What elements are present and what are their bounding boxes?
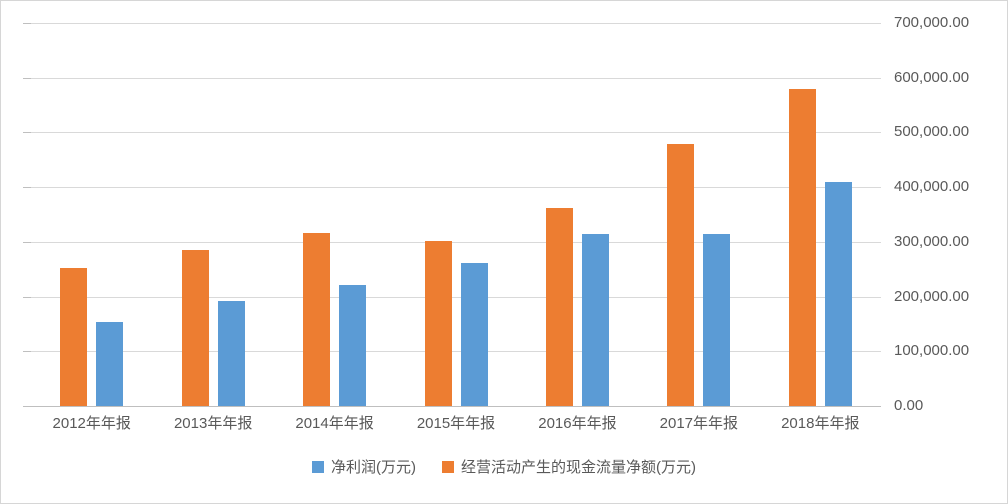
bar-净利润(万元) <box>339 285 367 406</box>
x-axis-category-label: 2013年年报 <box>173 415 253 432</box>
y-axis-tick <box>23 132 31 134</box>
y-axis-tick-label: 400,000.00 <box>894 178 970 196</box>
bar-经营活动产生的现金流量净额(万元) <box>181 250 209 406</box>
x-axis-category-label: 2014年年报 <box>295 415 374 432</box>
y-axis-tick-label: 200,000.00 <box>894 287 970 305</box>
gridline <box>31 351 881 353</box>
legend-swatch <box>442 460 454 473</box>
bar-经营活动产生的现金流量净额(万元) <box>788 89 816 406</box>
bar-经营活动产生的现金流量净额(万元) <box>545 208 573 406</box>
gridline <box>31 77 881 79</box>
y-axis-tick-label: 600,000.00 <box>894 68 970 86</box>
gridline <box>31 296 881 298</box>
y-axis-tick <box>23 406 31 407</box>
bar-净利润(万元) <box>824 182 852 406</box>
x-axis-category-label: 2012年年报 <box>52 415 131 432</box>
x-axis-category-label: 2018年年报 <box>781 415 860 432</box>
bar-净利润(万元) <box>703 234 731 406</box>
gridline <box>31 241 881 243</box>
bar-净利润(万元) <box>460 263 488 406</box>
x-axis-category-label: 2017年年报 <box>659 415 739 432</box>
gridline <box>31 23 881 24</box>
legend-label: 经营活动产生的现金流量净额(万元) <box>461 459 696 476</box>
y-axis-tick <box>23 296 31 298</box>
y-axis-tick <box>23 77 31 79</box>
y-axis-tick <box>23 187 31 189</box>
y-axis-tick-label: 500,000.00 <box>894 123 970 141</box>
y-axis-tick-label: 0.00 <box>894 397 924 414</box>
y-axis-tick <box>23 241 31 243</box>
y-axis-tick-label: 300,000.00 <box>894 232 970 250</box>
y-axis-tick <box>23 23 31 24</box>
y-axis-tick <box>23 351 31 353</box>
gridline <box>31 187 881 189</box>
y-axis-tick-label: 100,000.00 <box>894 342 970 360</box>
legend: 净利润(万元) 经营活动产生的现金流量净额(万元) <box>1 456 1007 477</box>
plot-area <box>31 23 881 407</box>
bar-净利润(万元) <box>96 322 124 406</box>
legend-swatch <box>312 460 324 473</box>
legend-item: 经营活动产生的现金流量净额(万元) <box>442 456 696 477</box>
y-axis-tick-label: 700,000.00 <box>894 14 970 31</box>
legend-item: 净利润(万元) <box>312 456 416 477</box>
bar-净利润(万元) <box>217 301 245 406</box>
bar-经营活动产生的现金流量净额(万元) <box>424 241 452 406</box>
bar-经营活动产生的现金流量净额(万元) <box>303 233 331 406</box>
x-axis-category-label: 2015年年报 <box>416 415 496 432</box>
bar-经营活动产生的现金流量净额(万元) <box>667 144 695 406</box>
bar-净利润(万元) <box>581 234 609 406</box>
bar-经营活动产生的现金流量净额(万元) <box>60 268 88 406</box>
gridline <box>31 132 881 134</box>
legend-label: 净利润(万元) <box>331 459 416 476</box>
x-axis-category-label: 2016年年报 <box>538 415 617 432</box>
